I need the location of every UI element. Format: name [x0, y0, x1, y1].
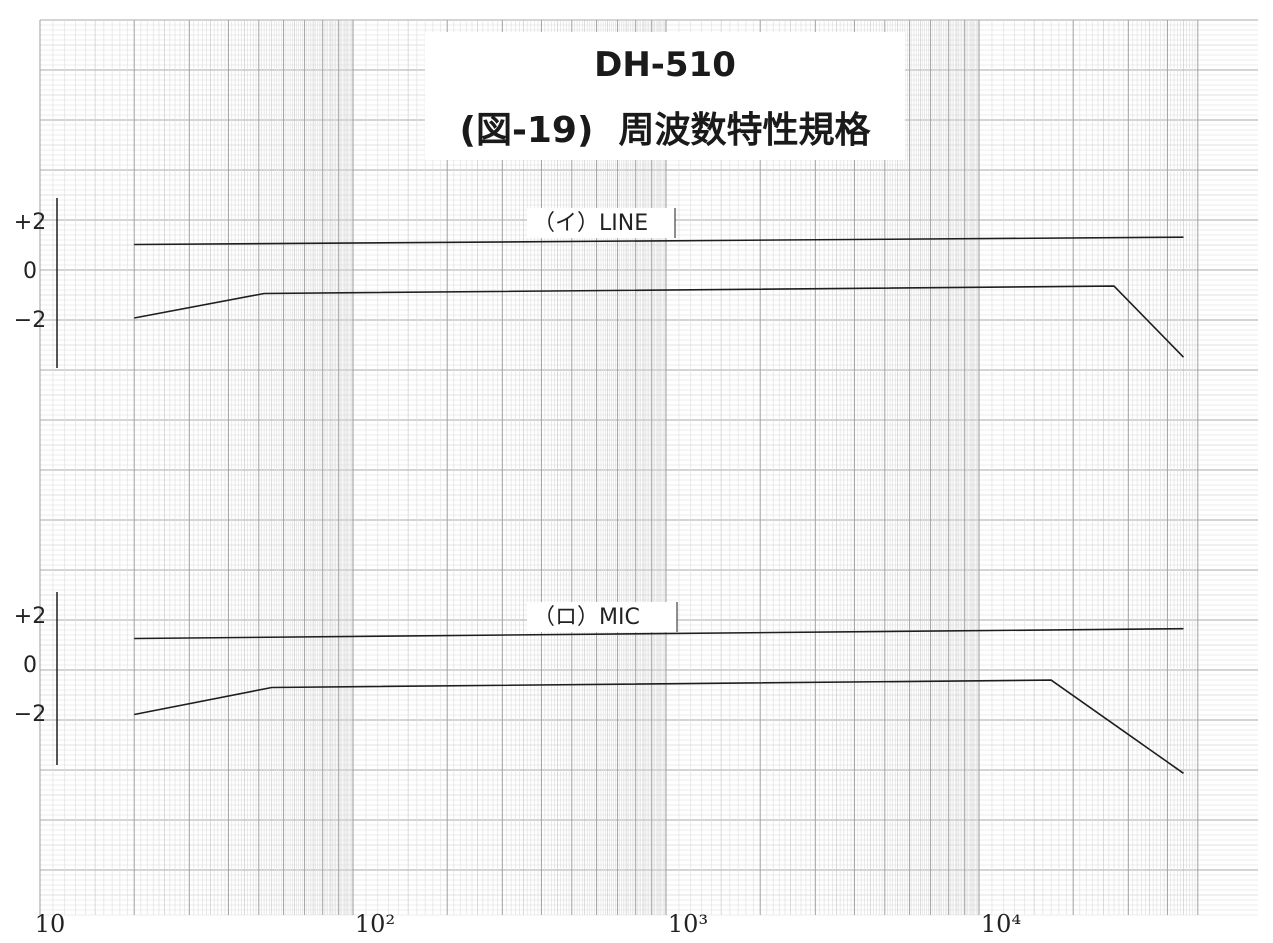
chart-panels: +2 0 −2 （イ）LINE +2 0 −2 （ロ）MIC [14, 198, 1185, 774]
y-tick-label: −2 [14, 308, 46, 333]
x-tick-label: 10⁴ [981, 910, 1021, 938]
y-tick-label: 0 [23, 259, 37, 284]
upper-limit-line [134, 236, 1184, 246]
title-box [425, 32, 905, 160]
lower-limit-line [134, 285, 1185, 358]
x-tick-label: 10 [35, 910, 66, 938]
upper-limit-line [134, 627, 1184, 640]
x-axis: 10 10² 10³ 10⁴ [35, 910, 1021, 938]
panel-label-box [527, 602, 677, 632]
panel-label: （イ）LINE [533, 211, 648, 236]
lower-limit-line [134, 679, 1184, 774]
panel-label: （ロ）MIC [533, 605, 640, 630]
chart-subtitle: (図-19) 周波数特性規格 [459, 110, 871, 151]
panel-1: +2 0 −2 （イ）LINE [14, 198, 1185, 368]
graph-paper-grid [39, 19, 1258, 916]
chart-title: DH-510 [594, 45, 736, 85]
panel-2: +2 0 −2 （ロ）MIC [14, 592, 1184, 774]
y-tick-label: 0 [23, 653, 37, 678]
x-tick-label: 10² [355, 910, 395, 938]
y-tick-label: −2 [14, 702, 46, 727]
y-tick-label: +2 [14, 604, 46, 629]
x-tick-label: 10³ [668, 910, 708, 938]
panel-label-box [527, 208, 675, 238]
y-tick-label: +2 [14, 210, 46, 235]
